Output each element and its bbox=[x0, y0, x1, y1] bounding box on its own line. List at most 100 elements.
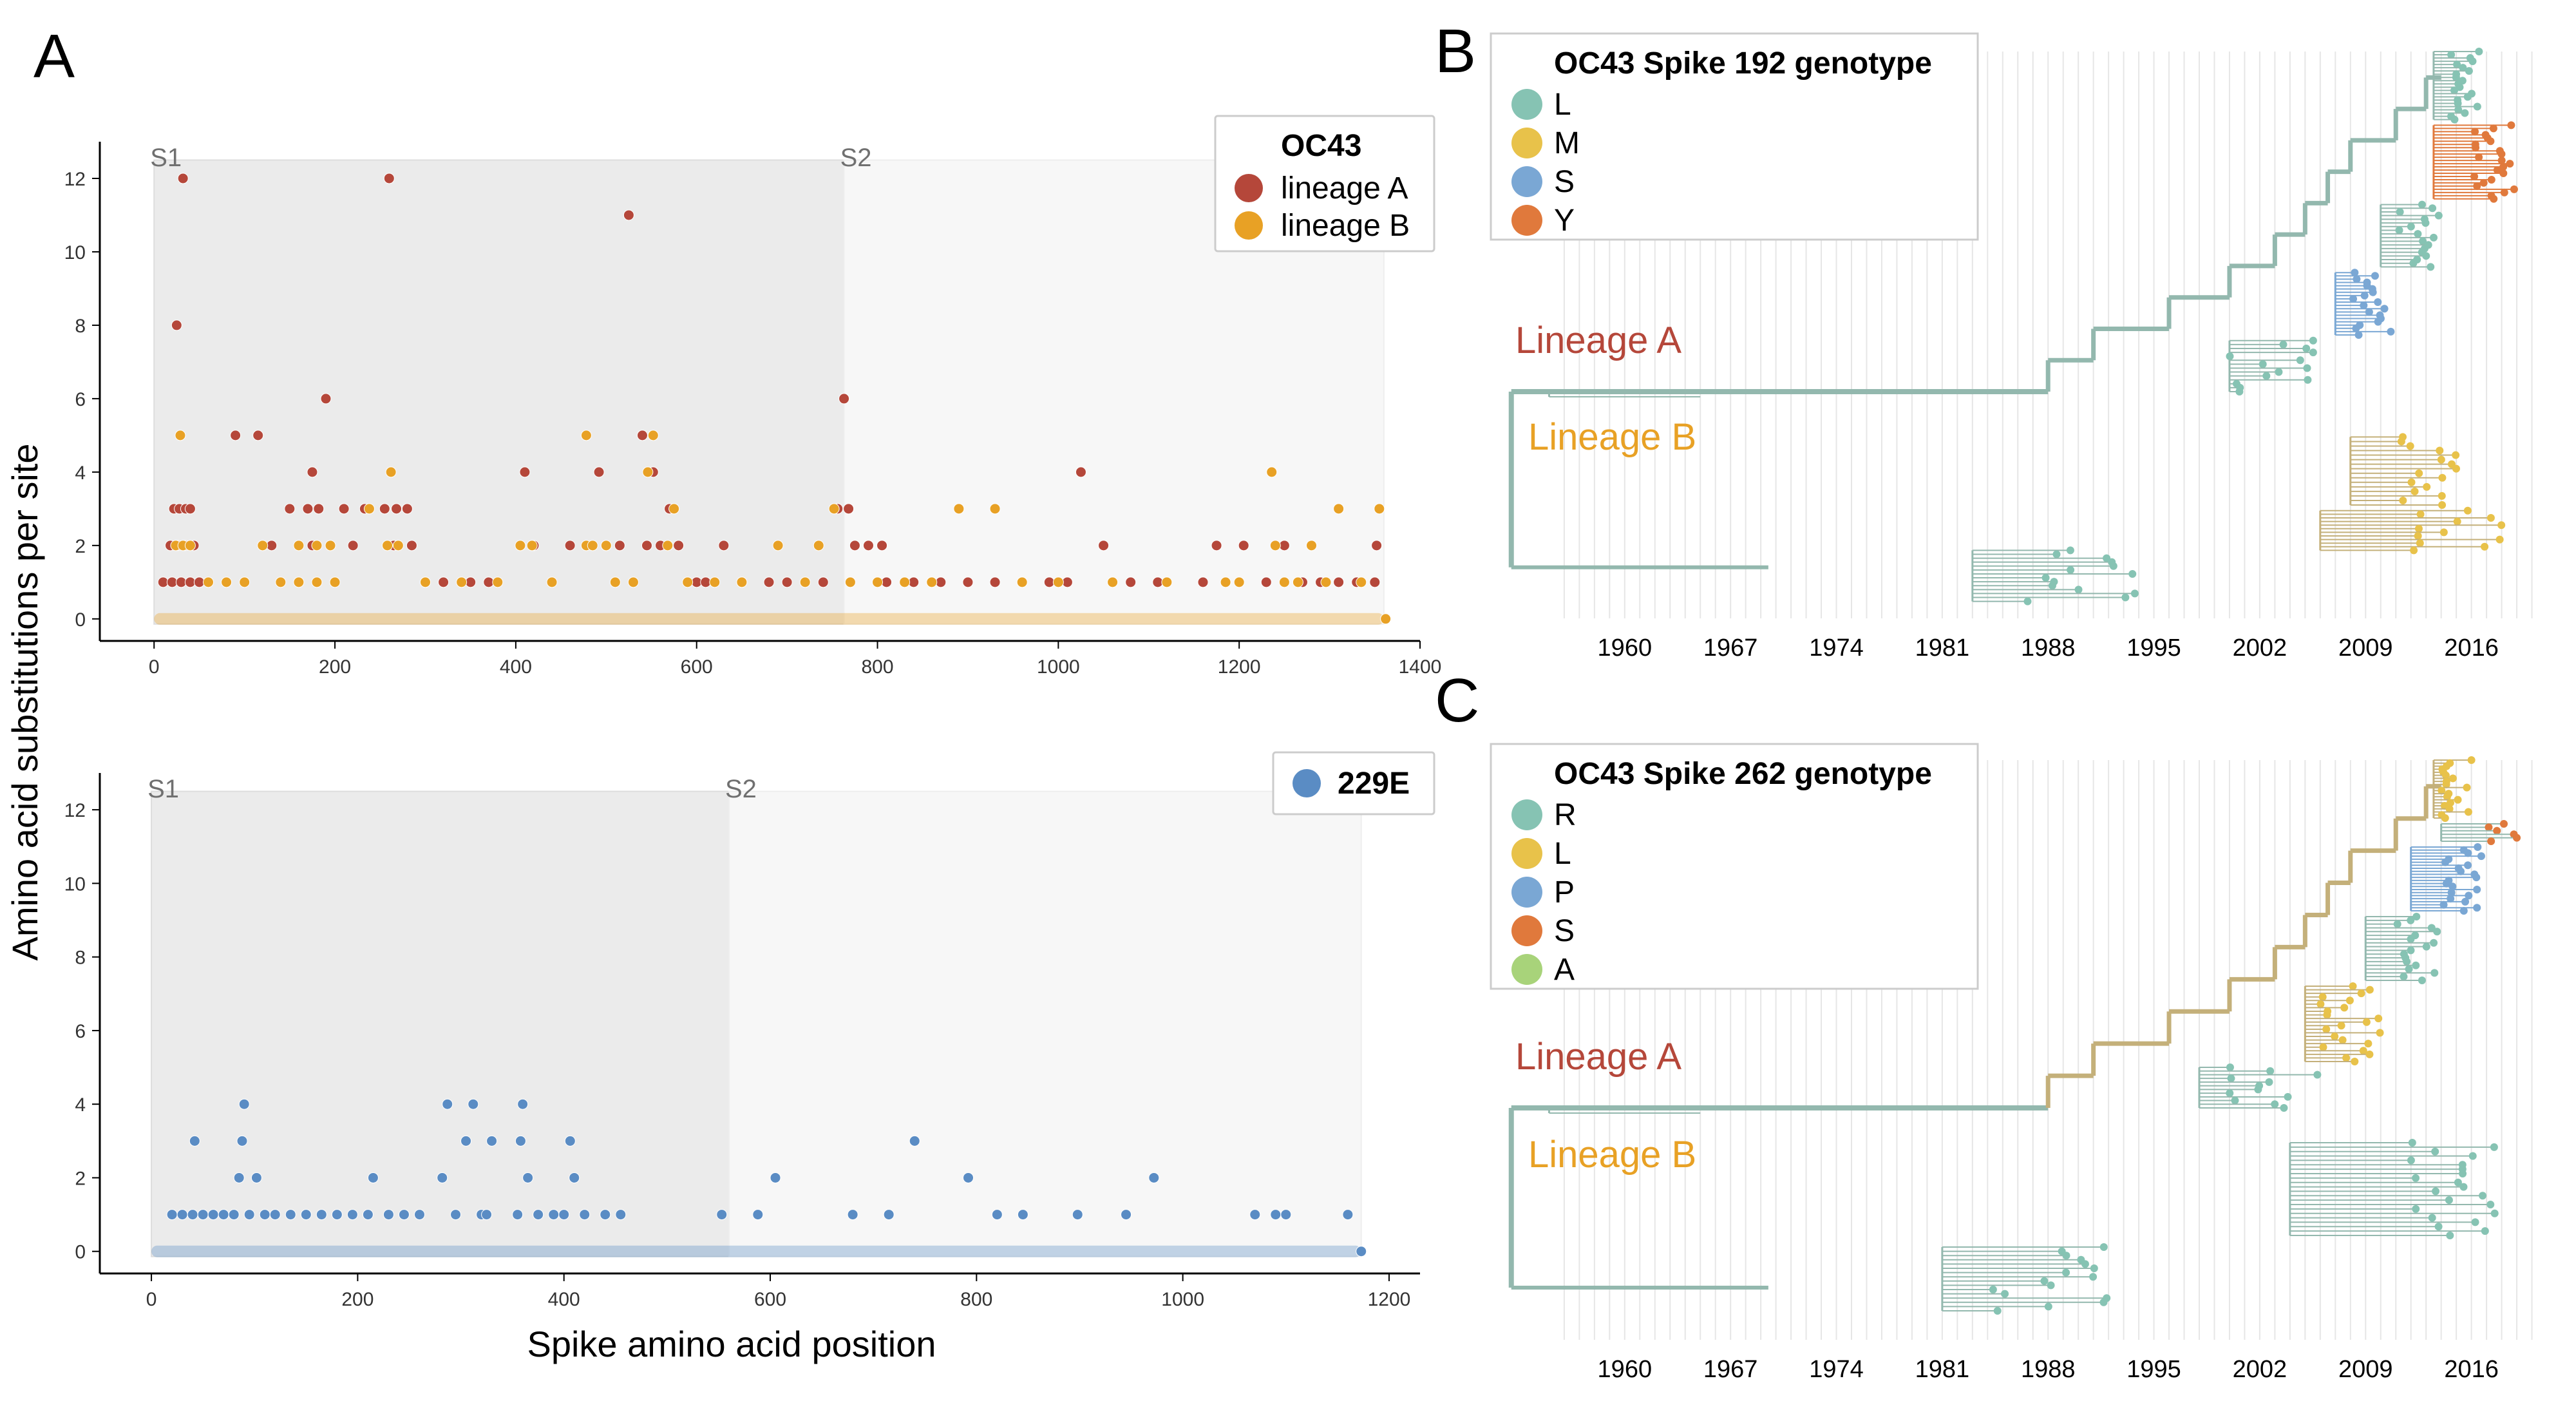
tree-tip bbox=[2459, 907, 2468, 915]
data-point-lineage-a bbox=[1125, 577, 1137, 588]
tree-tip bbox=[2099, 1298, 2108, 1306]
lineage-b-label: Lineage B bbox=[1528, 416, 1696, 458]
tree-tip bbox=[2284, 1092, 2292, 1101]
data-point-lineage-b bbox=[609, 577, 621, 588]
year-label: 1988 bbox=[2021, 1356, 2076, 1383]
data-point-lineage-a bbox=[1197, 577, 1209, 588]
tree-tip bbox=[2338, 1036, 2347, 1044]
data-point-lineage-b bbox=[184, 540, 196, 551]
tree-tip bbox=[2275, 368, 2283, 376]
tree-tip bbox=[2454, 1178, 2462, 1187]
data-point-lineage-b bbox=[953, 503, 965, 515]
data-point-229e bbox=[752, 1209, 764, 1221]
data-point-lineage-b bbox=[1269, 540, 1281, 551]
tree-tip bbox=[2467, 756, 2476, 764]
tree-tip bbox=[2226, 352, 2234, 361]
tree-tip bbox=[2422, 942, 2430, 951]
data-point-lineage-a bbox=[379, 503, 390, 515]
tree-tip bbox=[2279, 340, 2287, 348]
x-tick-label: 800 bbox=[862, 656, 894, 678]
data-point-229e bbox=[197, 1209, 209, 1221]
data-point-229e bbox=[207, 1209, 219, 1221]
y-tick-label: 8 bbox=[75, 948, 86, 969]
data-point-lineage-a bbox=[1369, 577, 1381, 588]
data-point-229e bbox=[460, 1135, 472, 1147]
data-point-lineage-b bbox=[627, 577, 639, 588]
tree-tip bbox=[2418, 977, 2426, 984]
tree-tip bbox=[2090, 1264, 2098, 1272]
tree-tip bbox=[2453, 517, 2461, 526]
tree-tip bbox=[2439, 528, 2448, 537]
region-label-s2: S2 bbox=[840, 144, 872, 172]
tree-tip bbox=[2416, 510, 2425, 519]
year-label: 1995 bbox=[2126, 634, 2181, 662]
data-point-229e bbox=[437, 1172, 448, 1183]
tree-tip bbox=[2396, 207, 2404, 216]
data-point-lineage-a bbox=[989, 577, 1001, 588]
data-point-lineage-b bbox=[709, 577, 721, 588]
tree-tip bbox=[2380, 305, 2389, 313]
tree-tip bbox=[2433, 928, 2441, 936]
data-point-229e bbox=[481, 1209, 493, 1221]
region-label-s2: S2 bbox=[725, 775, 757, 803]
data-point-lineage-a bbox=[817, 577, 829, 588]
data-point-lineage-a bbox=[1260, 577, 1272, 588]
tree-tip bbox=[2360, 301, 2368, 310]
data-point-229e bbox=[991, 1209, 1003, 1221]
data-point-229e bbox=[1072, 1209, 1083, 1221]
data-point-lineage-b bbox=[546, 577, 558, 588]
data-point-lineage-b bbox=[1107, 577, 1119, 588]
tree-tip bbox=[2280, 1104, 2288, 1112]
tree-tip bbox=[2471, 128, 2479, 136]
tree-tip bbox=[2066, 546, 2074, 555]
tree-tip bbox=[2259, 360, 2267, 368]
data-point-lineage-b bbox=[526, 540, 538, 551]
tree-tip bbox=[2513, 834, 2521, 842]
year-label: 1967 bbox=[1703, 634, 1758, 662]
region-s1 bbox=[153, 159, 845, 625]
tree-tip bbox=[2407, 935, 2415, 943]
tree-tip bbox=[2235, 388, 2244, 396]
tree-tip bbox=[2412, 1174, 2420, 1182]
legend-label: lineage B bbox=[1281, 209, 1410, 243]
data-point-229e bbox=[564, 1135, 576, 1147]
tree-tip bbox=[2407, 222, 2415, 231]
tree-tip bbox=[2430, 939, 2438, 947]
data-point-229e bbox=[285, 1209, 296, 1221]
data-point-229e bbox=[251, 1172, 262, 1183]
data-point-lineage-b bbox=[1356, 577, 1367, 588]
tree-tip bbox=[2450, 86, 2458, 95]
tree-tip bbox=[2463, 783, 2471, 792]
tree-tip bbox=[2487, 837, 2496, 845]
tree-tip bbox=[2303, 364, 2311, 372]
tree-tip bbox=[2486, 514, 2495, 522]
data-point-lineage-b bbox=[175, 430, 186, 441]
tree-tip bbox=[2486, 1201, 2495, 1208]
tree-tip bbox=[2376, 1029, 2384, 1037]
tree-tip bbox=[2468, 1152, 2477, 1160]
data-point-lineage-a bbox=[519, 466, 531, 478]
data-point-lineage-a bbox=[401, 503, 413, 515]
tree-tip bbox=[2302, 344, 2311, 352]
data-point-lineage-a bbox=[673, 540, 685, 551]
legend-label: lineage A bbox=[1281, 171, 1408, 205]
tree-tip bbox=[2461, 897, 2470, 906]
panel-letter-b: B bbox=[1435, 17, 1476, 86]
tree-tip bbox=[2349, 294, 2358, 303]
data-point-lineage-a bbox=[406, 540, 417, 551]
data-point-229e bbox=[269, 1209, 281, 1221]
tree-tip bbox=[2465, 67, 2473, 75]
y-tick-label: 4 bbox=[75, 462, 86, 484]
data-point-229e bbox=[398, 1209, 410, 1221]
tree-tip bbox=[2395, 226, 2403, 234]
tree-tip bbox=[2397, 437, 2405, 446]
tree-tip bbox=[2452, 464, 2460, 473]
data-point-lineage-a bbox=[347, 540, 359, 551]
data-point-lineage-a bbox=[862, 540, 874, 551]
data-point-229e bbox=[450, 1209, 462, 1221]
tree-tip bbox=[2416, 539, 2424, 548]
data-point-229e bbox=[770, 1172, 781, 1183]
tree-tip bbox=[2062, 1252, 2070, 1260]
tree-tip bbox=[2448, 774, 2457, 783]
data-point-229e bbox=[413, 1209, 425, 1221]
